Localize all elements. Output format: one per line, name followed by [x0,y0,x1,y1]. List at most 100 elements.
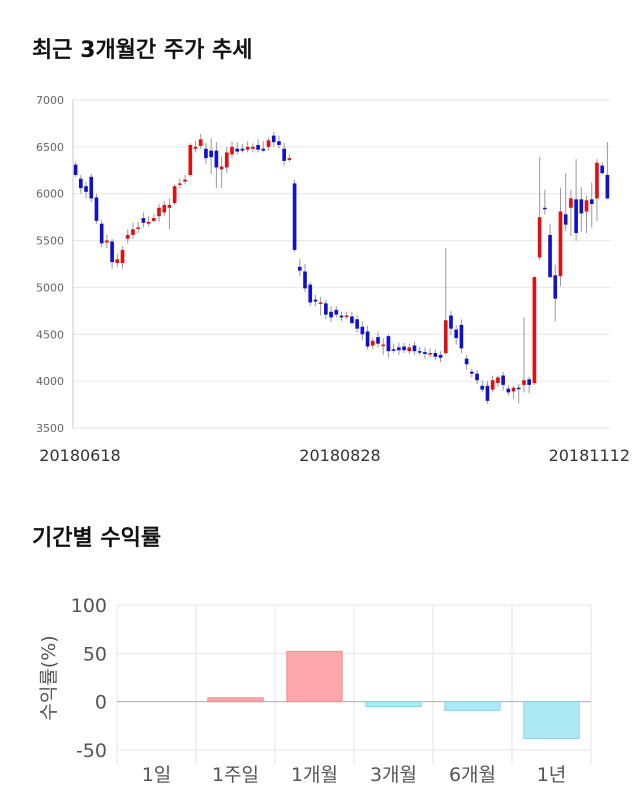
x-tick-label: 6개월 [449,764,496,786]
candle-body [574,199,578,234]
candle-body [543,207,547,210]
x-tick-label: 1주일 [212,764,259,786]
candle-body [146,221,151,224]
candle-body [277,141,281,145]
candle-body [485,385,490,401]
candle-body [287,158,292,160]
candle-body [157,207,161,217]
candle-body [334,309,339,315]
y-tick-label: 7000 [36,94,64,107]
candle-body [501,375,505,385]
candle-body [423,352,427,354]
candle-body [256,144,260,150]
y-tick-label: 3500 [36,422,64,435]
return-bar [444,701,501,711]
candle-body [131,229,135,235]
candle-body [365,331,370,347]
candle-body [558,211,563,277]
candle-body [84,186,88,192]
y-tick-label: 5500 [36,235,64,248]
candle-body [78,178,83,189]
candle-body [480,385,485,390]
candle-body [589,199,594,205]
candle-body [313,299,318,302]
y-tick-label: 4500 [36,328,64,341]
candle-body [193,146,198,149]
candle-body [522,380,526,385]
candle-body [303,271,307,289]
candle-body [412,345,417,352]
candle-body [261,148,266,151]
candle-body [282,148,286,161]
y-tick-label: 50 [83,643,107,665]
candle-body [464,358,469,365]
candle-body [553,275,558,299]
y-tick-label: -50 [76,740,107,762]
x-tick-label: 20180828 [299,446,380,465]
candle-body [506,388,511,393]
candle-body [532,277,537,384]
candle-body [230,146,234,155]
candle-body [125,234,130,239]
candle-body [470,371,474,374]
candle-body [162,204,167,213]
candle-body [219,166,224,170]
y-axis-title: 수익률(%) [38,635,60,720]
return-bar [207,697,264,703]
candle-body [407,347,412,352]
candle-body [569,198,573,208]
candle-body [595,162,599,199]
price-candlestick-chart: 3500 4000 4500 5000 5500 6000 6500 7000 20180618… [36,94,630,465]
candle-body [511,387,516,392]
candle-body [355,319,359,329]
candle-body [584,200,589,212]
candle-body [605,174,610,199]
candle-body [339,315,344,318]
candle-body [417,351,422,353]
candle-body [318,302,323,304]
candle-body [271,135,276,143]
return-bar [523,701,580,739]
candle-body [563,214,568,225]
candle-body [235,148,240,152]
candle-body [214,150,219,168]
candle-body [527,379,532,385]
candle-body [183,179,187,182]
candle-body [245,146,250,150]
candle-body [537,217,542,258]
candle-body [402,346,406,351]
candle-body [188,144,193,175]
x-tick-label: 1년 [537,764,567,786]
candle-body [209,150,213,158]
candle-body [73,164,78,175]
candle-body [370,340,375,346]
candle-body [376,337,380,344]
candle-body [136,227,140,229]
candle-body [204,148,208,159]
candle-body [381,344,386,347]
candle-body [308,284,313,303]
candle-body [99,223,104,244]
candle-body [386,336,391,352]
candle-body [360,326,365,335]
y-tick-label: 5000 [36,281,64,294]
candle-body [516,387,521,390]
candle-body [89,176,94,199]
candle-body [240,148,245,151]
candle-body [198,139,203,146]
x-tick-label: 1개월 [291,764,338,786]
candle-body [433,353,438,357]
candle-body [115,259,120,264]
candle-body [167,204,172,208]
candle-body [224,152,229,168]
candle-body [324,303,328,315]
candle-body [292,183,297,250]
candle-body [443,320,448,354]
candle-body [548,234,552,278]
candle-body [94,197,99,221]
candle-body [490,380,495,390]
candle-body [329,311,333,318]
candle-body [475,373,479,381]
y-tick-label: 4000 [36,375,64,388]
